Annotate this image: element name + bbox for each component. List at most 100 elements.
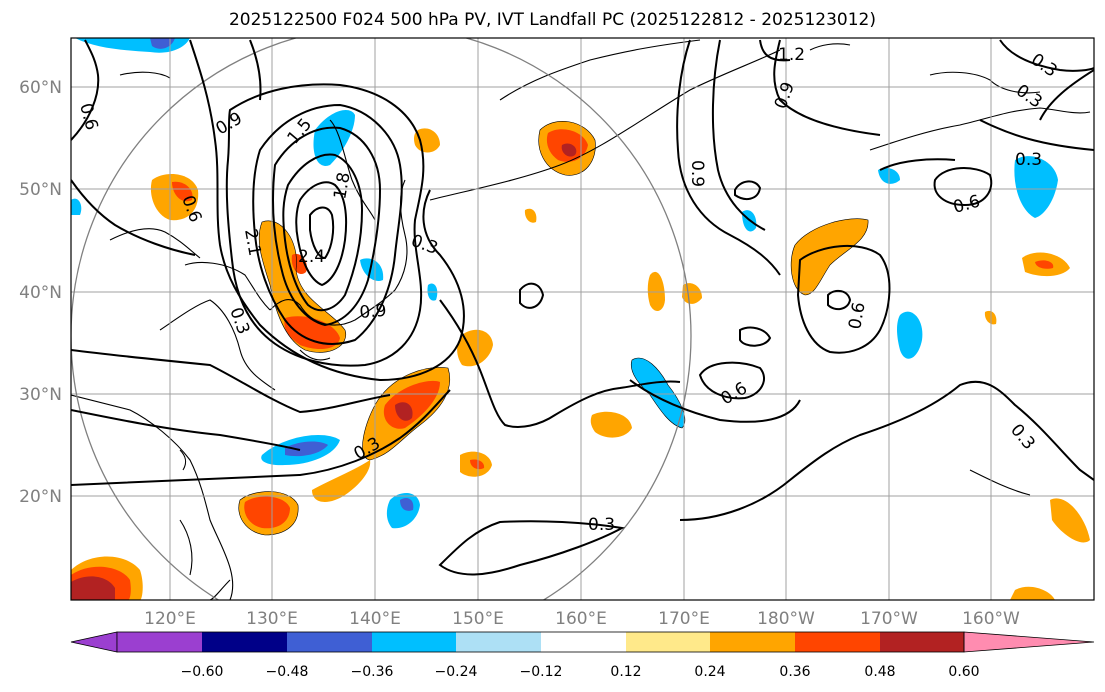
coastline [71, 394, 234, 600]
colorbar-tick-label: 0.60 [948, 664, 979, 680]
anomaly-patch [631, 358, 685, 428]
colorbar-segment [795, 632, 880, 652]
contour-0.9 [711, 39, 766, 231]
map-area: 1.2 0.3 0.3 0.6 0.9 1.5 0.9 0.6 1.8 2.1 … [71, 38, 1094, 600]
contour-label: 0.9 [687, 160, 707, 187]
contour-label: 0.6 [845, 301, 869, 331]
colorbar-segment [117, 632, 202, 652]
contour-label: 1.2 [778, 45, 805, 65]
lat-tick-label: 60°N [19, 78, 62, 98]
contour-0.6 [933, 167, 993, 207]
map-title: 2025122500 F024 500 hPa PV, IVT Landfall… [228, 10, 876, 30]
coastline [809, 43, 851, 51]
longitude-labels: 120°E 130°E 140°E 150°E 160°E 170°E 180°… [144, 609, 1020, 629]
contour-0.6 [827, 289, 852, 311]
contour-label: 0.3 [1015, 150, 1042, 170]
coastline [499, 39, 701, 101]
anomaly-patch [400, 498, 414, 511]
contour-2.4 [309, 206, 335, 260]
contour-1.2 [759, 39, 791, 62]
lat-tick-label: 40°N [19, 283, 62, 303]
gridlines [71, 38, 1094, 600]
anomaly-patch [259, 220, 346, 353]
lon-tick-label: 150°E [452, 609, 504, 629]
coastline [329, 119, 376, 221]
anomaly-patch [1010, 586, 1055, 600]
anomaly-patch [1035, 260, 1054, 269]
anomaly-patch [383, 380, 440, 429]
anomaly-patch [590, 411, 632, 438]
contour-1.5 [271, 126, 382, 327]
anomaly-patch [150, 38, 175, 49]
colorbar-tick-label: −0.36 [351, 664, 394, 680]
latitude-labels: 60°N 50°N 40°N 30°N 20°N [19, 78, 62, 507]
colorbar-segment [626, 632, 710, 652]
map-frame [70, 37, 1095, 601]
pv-contours [71, 39, 1094, 576]
lon-tick-label: 170°E [658, 609, 710, 629]
colorbar-segment [541, 632, 626, 652]
shaded-anomalies [71, 38, 1090, 600]
lon-tick-label: 130°E [246, 609, 298, 629]
colorbar-tick-label: 0.48 [864, 664, 895, 680]
contour-label: 2.1 [240, 227, 264, 257]
anomaly-patch [395, 402, 413, 421]
lon-tick-label: 170°W [860, 609, 918, 629]
anomaly-patch [71, 576, 115, 600]
colorbar-labels: −0.60 −0.48 −0.36 −0.24 −0.12 0.12 0.24 … [181, 664, 980, 680]
colorbar-segment [287, 632, 372, 652]
lon-tick-label: 120°E [144, 609, 196, 629]
contour-label: 0.9 [359, 301, 388, 323]
contour-0.6 [519, 282, 545, 309]
anomaly-patch [470, 459, 485, 470]
contour-0.6 [879, 158, 956, 171]
contour-1.2 [773, 39, 881, 136]
contour-0.3 [1039, 69, 1094, 121]
colorbar-tick-label: −0.24 [435, 664, 478, 680]
contour-1.2 [252, 103, 403, 345]
coastline [179, 519, 193, 576]
coastline [929, 71, 1041, 94]
coastline [429, 49, 781, 201]
contour-0.9 [225, 83, 425, 367]
contour-0.6 [698, 361, 765, 400]
contour-0.6 [71, 179, 196, 256]
anomaly-patch [313, 110, 355, 166]
lon-tick-label: 140°E [349, 609, 401, 629]
contour-0.3 [679, 380, 1094, 521]
contour-0.6 [739, 326, 772, 347]
colorbar-segment [456, 632, 541, 652]
anomaly-patch [524, 208, 537, 223]
lon-tick-label: 180°W [757, 609, 815, 629]
contour-0.3 [71, 349, 391, 414]
contour-0.3 [71, 409, 301, 451]
contour-0.9 [676, 39, 781, 276]
coastline [184, 261, 271, 311]
colorbar-tick-label: −0.48 [266, 664, 309, 680]
colorbar-tick-label: −0.60 [181, 664, 224, 680]
colorbar-tick-label: 0.24 [694, 664, 725, 680]
colorbar-tick-label: 0.12 [610, 664, 641, 680]
colorbar-segment [372, 632, 456, 652]
coastlines [71, 39, 1091, 600]
lon-tick-label: 160°W [962, 609, 1020, 629]
coastline [159, 299, 276, 391]
anomaly-patch [244, 496, 290, 529]
anomaly-patch [172, 181, 193, 202]
contour-0.3 [979, 119, 1094, 151]
colorbar-tick-label: −0.12 [520, 664, 563, 680]
contour-0.3 [438, 520, 626, 576]
colorbar-tick-label: 0.36 [779, 664, 810, 680]
colorbar-segment [202, 632, 287, 652]
contour-0.3 [439, 299, 681, 428]
anomaly-patch [285, 441, 328, 457]
contour-label: 2.4 [298, 247, 325, 267]
anomaly-patch [360, 258, 384, 282]
anomaly-patch [312, 460, 371, 502]
lon-tick-label: 160°E [555, 609, 607, 629]
colorbar-segment [710, 632, 795, 652]
lat-tick-label: 30°N [19, 385, 62, 405]
contour-0.6 [734, 180, 762, 201]
coastline [869, 107, 1091, 151]
